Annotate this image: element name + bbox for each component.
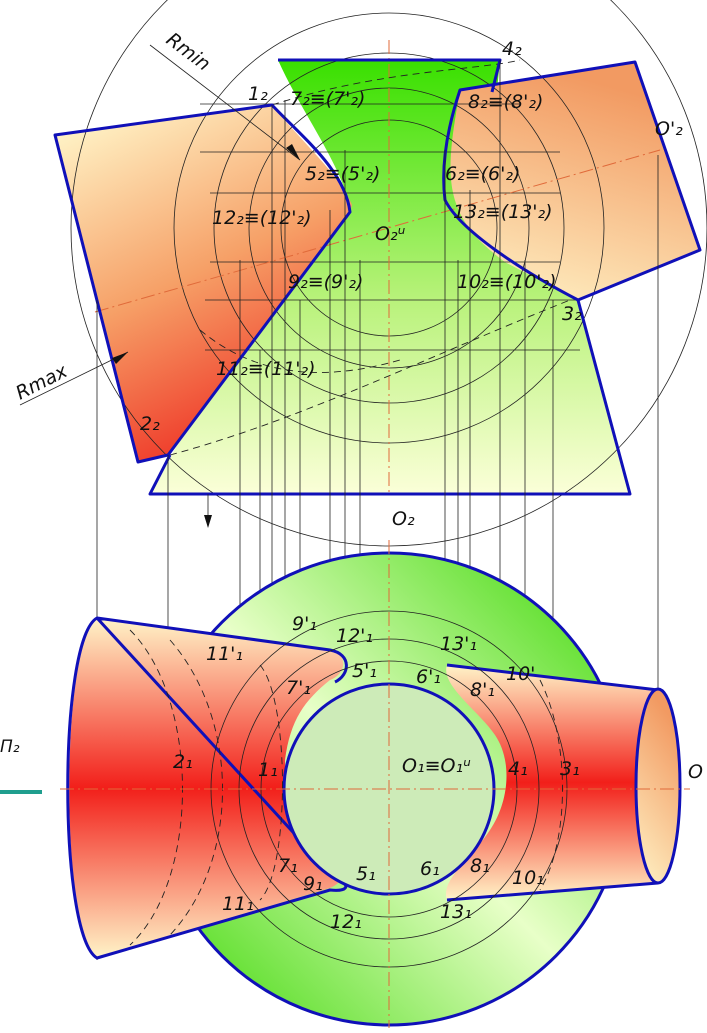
label-7-1: 7₁ (278, 855, 298, 877)
left-cylinder-front (55, 105, 352, 462)
label-4-1: 4₁ (508, 758, 528, 780)
label-5-2: 5₂≡(5'₂) (305, 163, 380, 185)
label-o1: O₁≡O₁ᵘ (402, 755, 471, 777)
label-3-1: 3₁ (560, 758, 580, 780)
rmin-leader (149, 44, 301, 161)
hidden-curve-1 (169, 299, 571, 456)
projection-arrowhead (204, 515, 212, 528)
left-cylinder-top-outline (66, 616, 348, 960)
label-6p-1: 6'₁ (416, 666, 441, 688)
label-9p-1: 9'₁ (292, 613, 317, 635)
label-12-1: 12₁ (330, 911, 362, 933)
label-9-1: 9₁ (303, 873, 323, 895)
label-10-1: 10₁ (512, 867, 544, 889)
label-3-2: 3₂ (562, 303, 582, 325)
label-7-2: 7₂≡(7'₂) (290, 88, 365, 110)
label-2-2: 2₂ (140, 413, 160, 435)
rmax-arrow (112, 352, 128, 364)
label-11-1: 11₁ (222, 893, 254, 915)
label-12p-1: 12'₁ (336, 625, 373, 647)
label-4-2: 4₂ (502, 38, 522, 60)
label-10p: 10' (506, 663, 535, 685)
label-8-1: 8₁ (470, 855, 490, 877)
label-rmax: Rmax (12, 360, 71, 405)
cylinder-axis-front (94, 149, 661, 313)
label-6-1: 6₁ (420, 858, 440, 880)
label-O2: O₂ (392, 508, 415, 530)
label-pi2: Π₂ (0, 737, 20, 757)
label-8-2: 8₂≡(8'₂) (468, 91, 543, 113)
top-view (0, 540, 690, 1028)
label-7p-1: 7'₁ (286, 677, 311, 699)
right-cylinder-outline (442, 60, 702, 302)
label-5-1: 5₁ (356, 863, 376, 885)
label-11-2: 11₂≡(11'₂) (216, 358, 316, 380)
label-1-1: 1₁ (258, 759, 278, 781)
right-cylinder-front (450, 62, 700, 300)
rmin-arrow (286, 144, 300, 160)
label-rmin: Rmin (162, 28, 214, 75)
label-o-right: O (688, 761, 703, 783)
label-9-2: 9₂≡(9'₂) (288, 271, 363, 293)
hidden-curve-3 (199, 329, 401, 373)
label-2-1: 2₁ (173, 751, 193, 773)
hidden-curve-top (259, 664, 283, 901)
label-1-2: 1₂ (248, 83, 268, 105)
label-12-2: 12₂≡(12'₂) (212, 207, 312, 229)
rmax-leader (19, 351, 129, 406)
label-6-2: 6₂≡(6'₂) (445, 163, 520, 185)
label-o2u: O₂ᵘ (375, 223, 406, 245)
right-cylinder-top-outline (446, 663, 659, 902)
hidden-curve-2 (271, 59, 521, 106)
label-13-2: 13₂≡(13'₂) (453, 201, 553, 223)
label-10-2: 10₂≡(10'₂) (457, 271, 557, 293)
label-o-2: O'₂ (655, 118, 683, 140)
hidden-ellipse-right (539, 679, 563, 891)
label-11p-1: 11'₁ (206, 643, 243, 665)
front-view (19, 0, 707, 547)
label-13p-1: 13'₁ (440, 633, 477, 655)
label-8p-1: 8'₁ (470, 679, 495, 701)
label-5p-1: 5'₁ (352, 660, 377, 682)
hourglass-body (150, 60, 630, 494)
label-13-1: 13₁ (440, 901, 472, 923)
right-cylinder-end (634, 687, 682, 885)
